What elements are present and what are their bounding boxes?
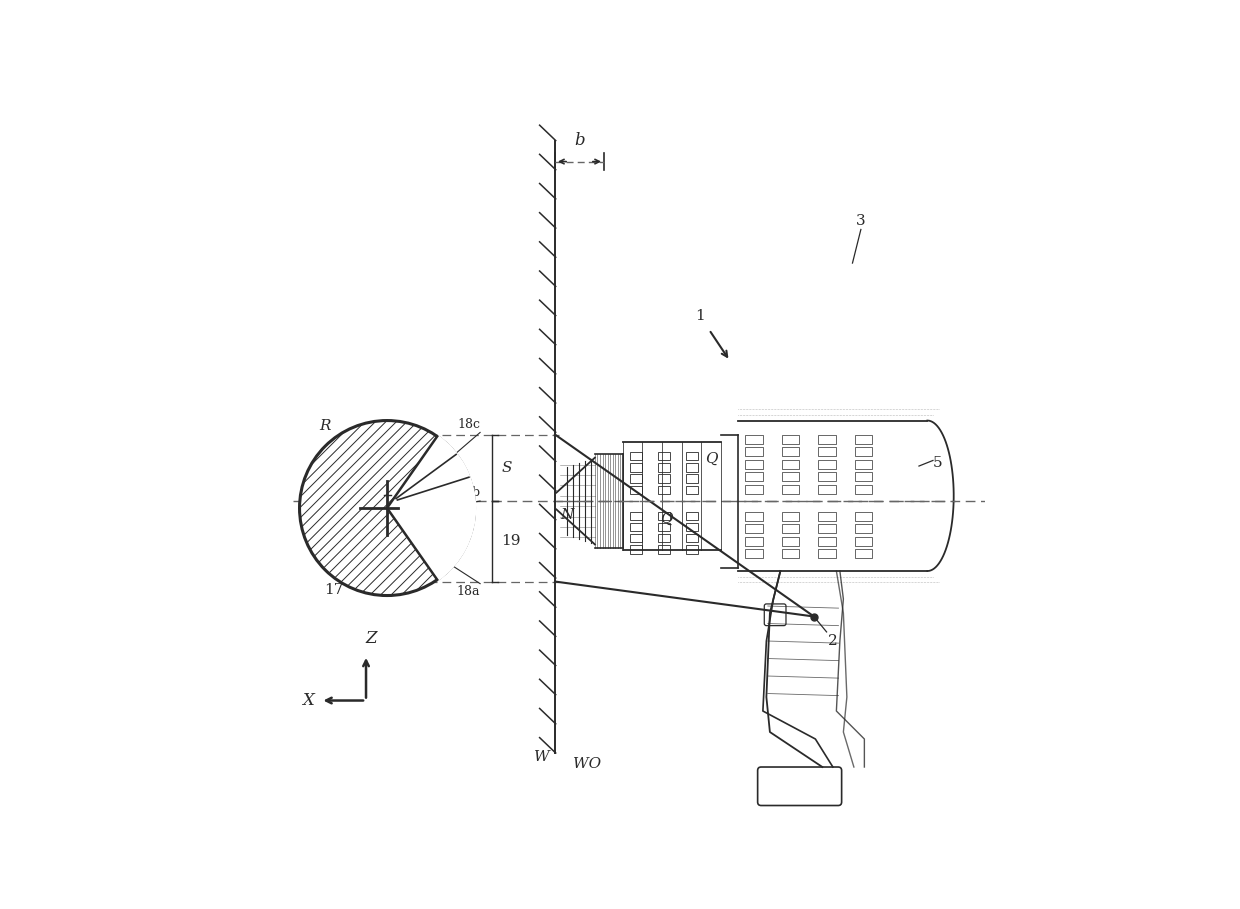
Text: b: b: [574, 132, 585, 149]
Bar: [818, 524, 836, 534]
Bar: [745, 460, 763, 469]
Bar: [686, 512, 698, 520]
Bar: [630, 534, 642, 543]
Bar: [630, 452, 642, 461]
Bar: [818, 512, 836, 521]
Text: S: S: [501, 461, 512, 474]
Circle shape: [300, 421, 475, 595]
Bar: [781, 536, 800, 545]
Bar: [854, 512, 872, 521]
Wedge shape: [387, 435, 476, 581]
Bar: [854, 524, 872, 534]
Text: N: N: [560, 508, 574, 522]
Bar: [818, 484, 836, 494]
Text: Q: Q: [660, 512, 672, 525]
Bar: [781, 473, 800, 482]
Text: 3: 3: [856, 214, 866, 228]
Bar: [818, 536, 836, 545]
Bar: [630, 464, 642, 472]
Bar: [658, 534, 671, 543]
Text: X: X: [303, 692, 314, 709]
Bar: [781, 549, 800, 558]
Bar: [781, 512, 800, 521]
Bar: [745, 484, 763, 494]
Bar: [781, 447, 800, 456]
Bar: [854, 473, 872, 482]
Bar: [658, 452, 671, 461]
Bar: [781, 524, 800, 534]
Bar: [745, 435, 763, 444]
Bar: [658, 485, 671, 494]
Bar: [854, 460, 872, 469]
Text: WO: WO: [573, 756, 600, 771]
Text: 18a: 18a: [456, 585, 480, 598]
Bar: [745, 512, 763, 521]
Text: 17: 17: [324, 584, 343, 597]
Bar: [745, 473, 763, 482]
Bar: [658, 545, 671, 554]
Bar: [818, 435, 836, 444]
Bar: [818, 460, 836, 469]
Text: 5: 5: [932, 455, 942, 470]
Bar: [686, 485, 698, 494]
Bar: [745, 447, 763, 456]
Bar: [854, 447, 872, 456]
Bar: [686, 534, 698, 543]
Bar: [686, 464, 698, 472]
Text: 1: 1: [694, 308, 704, 323]
Bar: [630, 474, 642, 483]
Bar: [686, 545, 698, 554]
Bar: [658, 464, 671, 472]
Text: R: R: [320, 419, 331, 433]
Bar: [630, 512, 642, 520]
Bar: [781, 435, 800, 444]
Bar: [686, 452, 698, 461]
Bar: [818, 447, 836, 456]
Bar: [854, 484, 872, 494]
Bar: [745, 524, 763, 534]
Text: Q: Q: [706, 452, 718, 466]
Bar: [686, 523, 698, 531]
Bar: [658, 512, 671, 520]
Bar: [781, 484, 800, 494]
Bar: [745, 536, 763, 545]
Bar: [630, 485, 642, 494]
Text: 19: 19: [501, 534, 521, 548]
Bar: [686, 474, 698, 483]
Bar: [630, 545, 642, 554]
Bar: [854, 549, 872, 558]
Bar: [658, 523, 671, 531]
Text: W: W: [533, 750, 549, 764]
Text: 2: 2: [828, 634, 838, 648]
Bar: [630, 523, 642, 531]
Bar: [745, 549, 763, 558]
Text: 18b: 18b: [456, 486, 480, 499]
Bar: [658, 474, 671, 483]
Bar: [854, 536, 872, 545]
Text: Z: Z: [366, 630, 377, 646]
Text: 18c: 18c: [458, 418, 480, 431]
Bar: [781, 460, 800, 469]
Bar: [818, 549, 836, 558]
Bar: [818, 473, 836, 482]
Bar: [854, 435, 872, 444]
